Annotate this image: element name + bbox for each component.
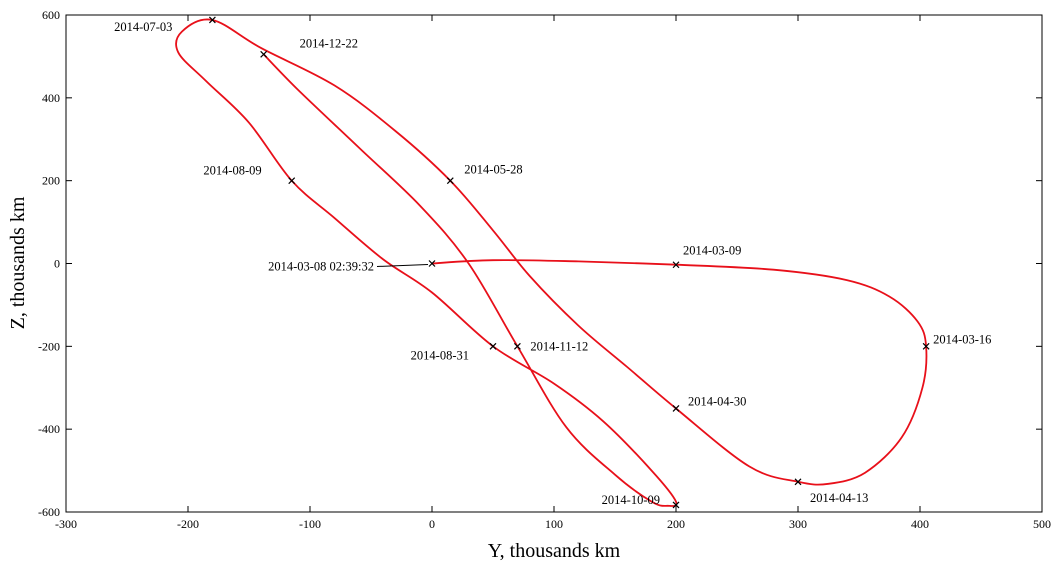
trajectory-line xyxy=(175,18,928,507)
date-marker xyxy=(208,16,216,24)
date-label: 2014-08-31 xyxy=(411,348,469,362)
x-tick-label: 300 xyxy=(789,517,807,531)
x-tick-label: -200 xyxy=(177,517,199,531)
date-marker xyxy=(260,50,268,58)
date-marker xyxy=(446,177,454,185)
y-tick-label: -400 xyxy=(38,422,60,436)
y-tick-label: 0 xyxy=(54,257,60,271)
date-annotations: 2014-03-08 02:39:32 2014-03-09 2014-03-16 2… xyxy=(114,20,991,507)
plot-frame xyxy=(65,14,1043,513)
date-label: 2014-04-30 xyxy=(688,394,746,408)
x-tick-label: -100 xyxy=(299,517,321,531)
y-tick-label: -200 xyxy=(38,339,60,353)
date-label: 2014-05-28 xyxy=(464,163,522,177)
x-axis-title: Y, thousands km xyxy=(488,540,621,562)
y-tick-label: 200 xyxy=(42,174,60,188)
date-marker xyxy=(672,501,680,509)
x-tick-label: 100 xyxy=(545,517,563,531)
date-label: 2014-12-22 xyxy=(300,36,358,50)
x-tick-label: -300 xyxy=(55,517,77,531)
date-label: 2014-03-08 02:39:32 xyxy=(268,260,374,274)
y-axis-title: Z, thousands km xyxy=(7,196,29,329)
date-label: 2014-03-16 xyxy=(933,332,991,346)
y-tick-label: 400 xyxy=(42,91,60,105)
x-tick-label: 200 xyxy=(667,517,685,531)
date-label: 2014-11-12 xyxy=(530,339,588,353)
x-tick-label: 0 xyxy=(429,517,435,531)
date-label: 2014-07-03 xyxy=(114,20,172,34)
date-marker xyxy=(672,405,680,412)
y-tick-label: -600 xyxy=(38,505,60,519)
annotation-leader xyxy=(376,264,429,267)
date-marker xyxy=(922,342,930,350)
y-tick-label: 600 xyxy=(42,8,60,22)
date-markers xyxy=(208,16,930,509)
date-label: 2014-04-13 xyxy=(810,491,868,505)
date-marker xyxy=(288,177,296,185)
date-marker xyxy=(672,261,680,269)
x-tick-label: 500 xyxy=(1033,517,1051,531)
date-label: 2014-03-09 xyxy=(683,244,741,258)
date-marker xyxy=(513,342,521,350)
date-label: 2014-08-09 xyxy=(203,164,261,178)
trajectory-series xyxy=(175,18,928,507)
date-marker xyxy=(489,342,497,350)
x-tick-label: 400 xyxy=(911,517,929,531)
axis-tick-labels: -300 -200 -100 0 100 200 300 400 500 -600 -400 -200… xyxy=(38,8,1051,531)
date-label: 2014-10-09 xyxy=(602,493,660,507)
axis-ticks xyxy=(65,14,1043,513)
date-marker xyxy=(794,478,802,486)
date-marker xyxy=(428,260,436,267)
